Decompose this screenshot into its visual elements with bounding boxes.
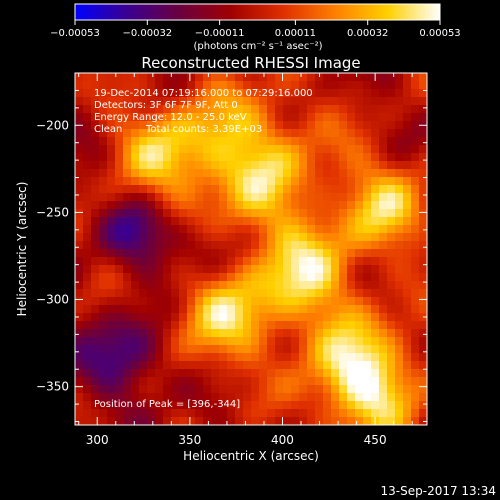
colorbar	[74, 3, 441, 21]
y-tick-label: −350	[36, 380, 69, 394]
x-tick-label: 350	[178, 433, 201, 447]
colorbar-tick-label: 0.00032	[347, 28, 388, 39]
colorbar-unit-label: (photons cm⁻² s⁻¹ asec⁻²)	[193, 41, 322, 52]
colorbar-tick-label: 0.00011	[275, 28, 316, 39]
x-axis: 300 350 400 450	[78, 73, 413, 447]
plot-frame	[74, 72, 428, 426]
y-tick-label: −200	[36, 118, 69, 132]
y-axis: −200 −250 −300 −350	[36, 72, 427, 423]
x-tick-label: 450	[364, 433, 387, 447]
y-tick-label: −300	[36, 293, 69, 307]
annotation-method: Clean	[94, 124, 122, 135]
y-tick-label: −250	[36, 205, 69, 219]
x-tick-label: 300	[86, 433, 109, 447]
colorbar-tick-label: −0.00011	[195, 28, 245, 39]
colorbar-tick-label: 0.00053	[419, 28, 460, 39]
annotation-time: 19-Dec-2014 07:19:16.000 to 07:29:16.000	[94, 88, 313, 99]
x-tick-label: 400	[271, 433, 294, 447]
colorbar-ticks: −0.00053 −0.00032 −0.00011 0.00011 0.00032 0.…	[50, 20, 461, 39]
colorbar-tick-label: −0.00032	[122, 28, 172, 39]
heatmap-image	[75, 73, 427, 425]
colorbar-tick-label: −0.00053	[50, 28, 100, 39]
annotation-energy: Energy Range: 12.0 - 25.0 keV	[94, 112, 247, 123]
annotation-counts: Total counts: 3.39E+03	[145, 124, 262, 135]
x-axis-label: Heliocentric X (arcsec)	[183, 449, 319, 463]
y-axis-label: Heliocentric Y (arcsec)	[15, 182, 29, 317]
footer-date: 13-Sep-2017 13:34	[381, 484, 496, 498]
annotation-peak: Position of Peak = [396,-344]	[94, 399, 240, 410]
annotation-detectors: Detectors: 3F 6F 7F 9F, Att 0	[94, 100, 238, 111]
chart-title: Reconstructed RHESSI Image	[141, 54, 360, 72]
